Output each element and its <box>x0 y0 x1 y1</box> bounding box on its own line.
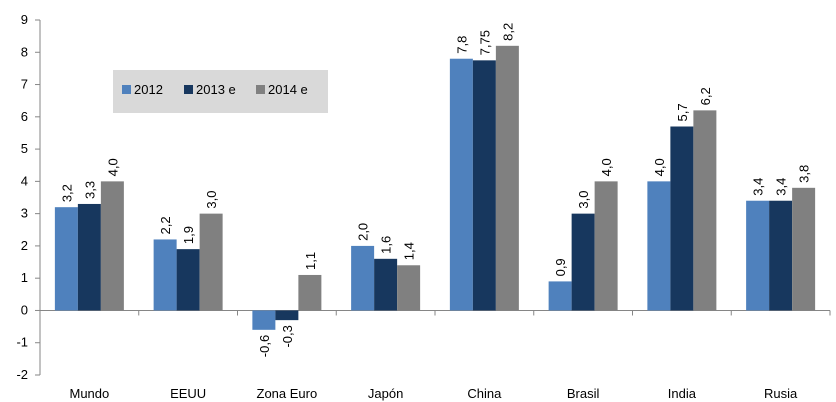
bar <box>275 310 299 321</box>
value-label: 1,4 <box>402 242 417 260</box>
y-tick-label: 6 <box>21 109 28 124</box>
value-label: 3,4 <box>751 178 766 196</box>
value-label: 3,0 <box>576 191 591 209</box>
x-tick-label: EEUU <box>170 386 206 401</box>
bar <box>374 258 398 311</box>
value-label: -0,3 <box>280 325 295 347</box>
y-tick-label: 4 <box>21 173 28 188</box>
value-label: 6,2 <box>698 87 713 105</box>
value-label: 5,7 <box>675 103 690 121</box>
value-label: 3,0 <box>204 191 219 209</box>
bar <box>571 213 595 311</box>
bar <box>176 249 200 311</box>
value-label: 3,8 <box>797 165 812 183</box>
value-label: 0,9 <box>553 258 568 276</box>
value-label: 4,0 <box>105 158 120 176</box>
y-tick-label: -1 <box>16 335 28 350</box>
legend-label: 2013 e <box>196 82 236 97</box>
bar <box>792 187 816 311</box>
bar <box>693 110 717 311</box>
value-label: 8,2 <box>500 23 515 41</box>
bar <box>100 181 124 311</box>
bar <box>351 245 375 311</box>
value-label: 4,0 <box>652 158 667 176</box>
legend-label: 2012 <box>134 82 163 97</box>
y-tick-label: 0 <box>21 302 28 317</box>
legend-box <box>113 70 328 113</box>
legend-label: 2014 e <box>268 82 308 97</box>
bar <box>594 181 618 311</box>
y-tick-label: 8 <box>21 44 28 59</box>
bar <box>77 203 101 311</box>
legend-swatch <box>184 85 193 94</box>
bar <box>54 207 78 311</box>
value-label: 3,2 <box>59 184 74 202</box>
bar <box>472 60 496 311</box>
value-label: 2,0 <box>356 223 371 241</box>
y-tick-label: 3 <box>21 206 28 221</box>
bar <box>746 200 770 311</box>
y-tick-label: 9 <box>21 12 28 27</box>
bar <box>397 265 421 311</box>
value-label: 7,75 <box>477 30 492 55</box>
x-tick-label: India <box>668 386 697 401</box>
value-label: 1,9 <box>181 226 196 244</box>
x-tick-label: Zona Euro <box>257 386 318 401</box>
value-label: 3,4 <box>774 178 789 196</box>
y-tick-label: 2 <box>21 238 28 253</box>
bar <box>495 45 519 311</box>
y-tick-label: -2 <box>16 367 28 382</box>
legend-swatch <box>122 85 131 94</box>
y-tick-label: 7 <box>21 77 28 92</box>
value-label: 3,3 <box>82 181 97 199</box>
value-label: -0,6 <box>257 335 272 357</box>
bar <box>670 126 694 311</box>
y-tick-label: 5 <box>21 141 28 156</box>
y-tick-label: 1 <box>21 270 28 285</box>
value-label: 2,2 <box>158 216 173 234</box>
value-label: 1,6 <box>379 236 394 254</box>
x-tick-label: Rusia <box>764 386 798 401</box>
value-label: 4,0 <box>599 158 614 176</box>
bar <box>252 310 276 330</box>
x-tick-label: Mundo <box>70 386 110 401</box>
x-tick-label: Brasil <box>567 386 600 401</box>
legend-swatch <box>256 85 265 94</box>
x-tick-label: China <box>467 386 502 401</box>
bar <box>449 58 473 311</box>
bar <box>647 181 671 311</box>
bar <box>298 274 322 311</box>
x-tick-label: Japón <box>368 386 403 401</box>
bar <box>199 213 223 311</box>
value-label: 1,1 <box>303 252 318 270</box>
bar <box>548 281 572 311</box>
bar <box>153 239 177 311</box>
bar <box>769 200 793 311</box>
legend: 2012 2013 e 2014 e <box>113 70 328 113</box>
value-label: 7,8 <box>454 36 469 54</box>
